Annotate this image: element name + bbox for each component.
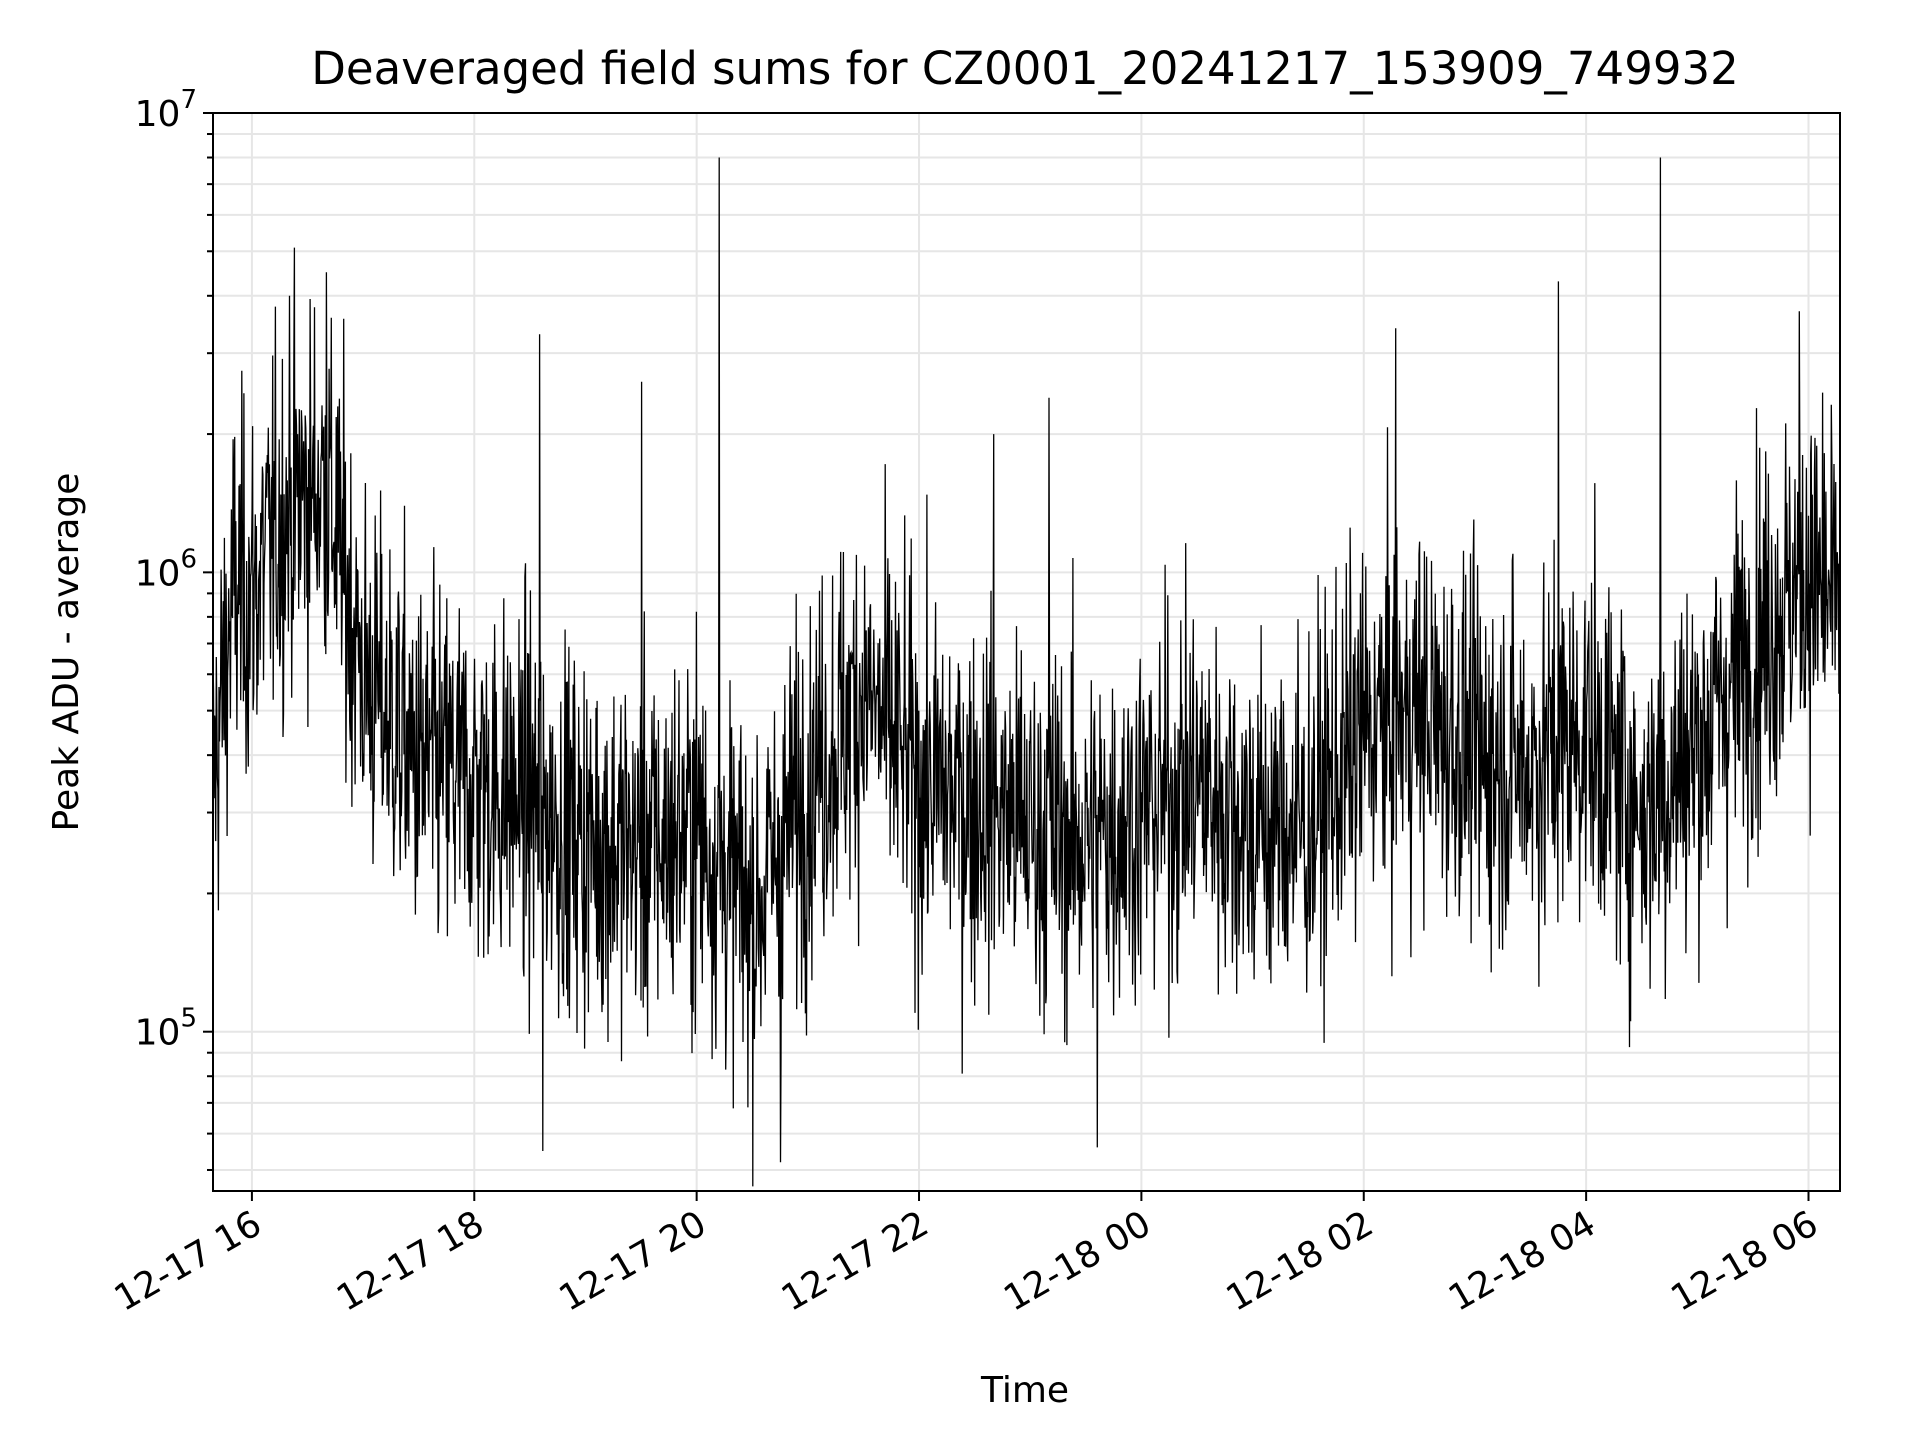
x-axis-label: Time: [980, 1370, 1069, 1411]
series: [212, 157, 1841, 1187]
y-tick-label: 106: [135, 544, 197, 594]
y-axis: 105 106 107: [135, 85, 213, 1171]
y-tick-label: 105: [135, 1004, 197, 1054]
plot-frame: [212, 112, 1841, 1192]
y-tick-label: 107: [135, 85, 197, 135]
series-line: [212, 157, 1841, 1187]
chart-title: Deaveraged field sums for CZ0001_2024121…: [311, 42, 1738, 95]
y-axis-label: Peak ADU - average: [46, 473, 87, 832]
